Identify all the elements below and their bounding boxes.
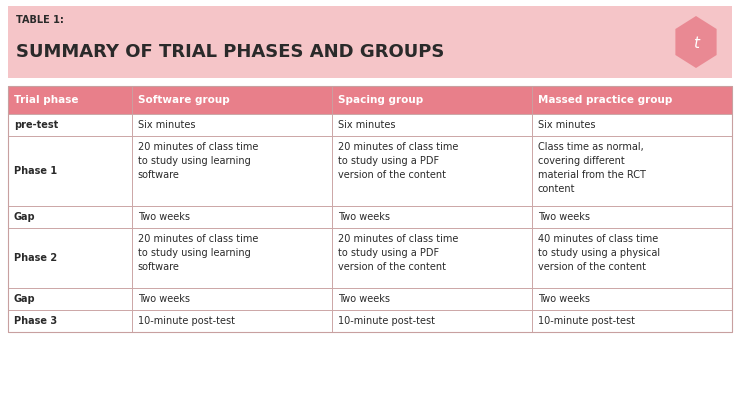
Bar	[532, 86, 732, 114]
Text: 20 minutes of class time
to study using a PDF
version of the content: 20 minutes of class time to study using …	[338, 142, 458, 180]
Text: Gap: Gap	[14, 212, 36, 222]
Text: Massed practice group: Massed practice group	[538, 95, 673, 105]
Bar	[532, 228, 732, 288]
Text: Two weeks: Two weeks	[338, 294, 390, 304]
Text: Six minutes: Six minutes	[538, 120, 596, 130]
Text: Phase 3: Phase 3	[14, 316, 57, 326]
Text: Trial phase: Trial phase	[14, 95, 78, 105]
Bar	[8, 206, 132, 228]
Bar	[532, 136, 732, 206]
Bar	[332, 114, 532, 136]
Text: Two weeks: Two weeks	[338, 212, 390, 222]
Bar	[8, 114, 132, 136]
Text: 10-minute post-test: 10-minute post-test	[538, 316, 635, 326]
Text: 20 minutes of class time
to study using learning
software: 20 minutes of class time to study using …	[138, 234, 258, 272]
Text: 20 minutes of class time
to study using learning
software: 20 minutes of class time to study using …	[138, 142, 258, 180]
Bar	[8, 288, 132, 310]
Text: TABLE 1:: TABLE 1:	[16, 15, 64, 25]
Bar	[332, 206, 532, 228]
Text: Class time as normal,
covering different
material from the RCT
content: Class time as normal, covering different…	[538, 142, 646, 194]
Polygon shape	[676, 16, 716, 68]
Text: t: t	[693, 36, 699, 50]
Bar	[8, 86, 732, 332]
Text: Gap: Gap	[14, 294, 36, 304]
Bar	[8, 136, 132, 206]
Text: pre-test: pre-test	[14, 120, 58, 130]
Text: 20 minutes of class time
to study using a PDF
version of the content: 20 minutes of class time to study using …	[338, 234, 458, 272]
Bar	[132, 136, 332, 206]
Bar	[332, 310, 532, 332]
Bar	[132, 288, 332, 310]
Bar	[532, 310, 732, 332]
Text: Two weeks: Two weeks	[538, 294, 590, 304]
Text: 10-minute post-test: 10-minute post-test	[338, 316, 435, 326]
Bar	[132, 86, 332, 114]
Text: Phase 2: Phase 2	[14, 253, 57, 263]
Text: Two weeks: Two weeks	[138, 294, 190, 304]
Bar	[532, 206, 732, 228]
Text: Phase 1: Phase 1	[14, 166, 57, 176]
Text: 40 minutes of class time
to study using a physical
version of the content: 40 minutes of class time to study using …	[538, 234, 660, 272]
Text: SUMMARY OF TRIAL PHASES AND GROUPS: SUMMARY OF TRIAL PHASES AND GROUPS	[16, 43, 445, 61]
Bar	[532, 288, 732, 310]
Bar	[132, 228, 332, 288]
Bar	[332, 288, 532, 310]
Bar	[132, 114, 332, 136]
Bar	[8, 310, 132, 332]
Text: Two weeks: Two weeks	[138, 212, 190, 222]
Text: Software group: Software group	[138, 95, 229, 105]
Bar	[332, 86, 532, 114]
Bar	[132, 206, 332, 228]
Text: Six minutes: Six minutes	[138, 120, 195, 130]
Bar	[8, 228, 132, 288]
Bar	[132, 310, 332, 332]
Text: Two weeks: Two weeks	[538, 212, 590, 222]
Bar	[8, 86, 132, 114]
Polygon shape	[8, 6, 732, 78]
Bar	[332, 228, 532, 288]
Text: Spacing group: Spacing group	[338, 95, 423, 105]
Text: 10-minute post-test: 10-minute post-test	[138, 316, 235, 326]
Text: Six minutes: Six minutes	[338, 120, 395, 130]
Bar	[332, 136, 532, 206]
Bar	[532, 114, 732, 136]
